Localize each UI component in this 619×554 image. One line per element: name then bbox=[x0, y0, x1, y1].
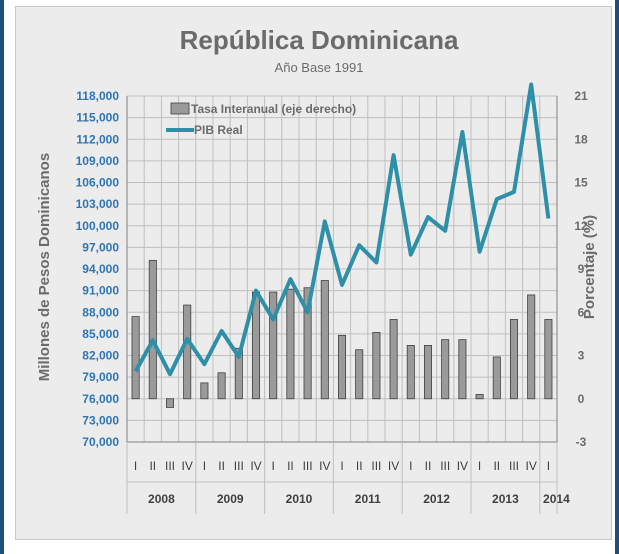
left-tick-label: 112,000 bbox=[76, 132, 119, 146]
quarter-label: IV bbox=[526, 459, 537, 473]
quarter-label: I bbox=[272, 459, 275, 473]
quarter-label: III bbox=[509, 459, 519, 473]
bar bbox=[303, 287, 312, 400]
left-tick-label: 85,000 bbox=[82, 327, 119, 341]
axes bbox=[126, 96, 558, 443]
left-tick-label: 103,000 bbox=[76, 197, 120, 211]
year-label: 2012 bbox=[423, 492, 450, 506]
bar bbox=[355, 349, 364, 400]
chart-subtitle: Año Base 1991 bbox=[275, 60, 364, 75]
quarter-label: IV bbox=[388, 459, 399, 473]
year-label: 2010 bbox=[286, 492, 313, 506]
bar bbox=[148, 259, 157, 400]
quarter-label: II bbox=[493, 459, 500, 473]
bar bbox=[217, 372, 226, 400]
right-axis-label: Porcentaje (%) bbox=[581, 215, 598, 319]
chart-svg: República Dominicana Año Base 1991 118,0… bbox=[36, 25, 598, 514]
left-tick-label: 115,000 bbox=[76, 111, 119, 125]
quarter-label: II bbox=[218, 459, 225, 473]
left-tick-label: 70,000 bbox=[82, 435, 119, 449]
right-tick-label: 0 bbox=[578, 392, 585, 406]
left-tick-label: 76,000 bbox=[82, 392, 119, 406]
bar bbox=[200, 382, 209, 400]
left-tick-label: 79,000 bbox=[82, 370, 119, 384]
right-tick-label: 6 bbox=[578, 305, 585, 319]
left-tick-label: 109,000 bbox=[76, 154, 120, 168]
bar bbox=[269, 291, 278, 400]
year-label: 2008 bbox=[148, 492, 175, 506]
chart-panel: República Dominicana Año Base 1991 118,0… bbox=[15, 6, 612, 540]
left-axis-label: Millones de Pesos Dominicanos bbox=[36, 153, 53, 381]
bar bbox=[406, 345, 415, 400]
quarter-label: I bbox=[340, 459, 343, 473]
bar bbox=[544, 319, 553, 400]
quarter-label: I bbox=[203, 459, 206, 473]
quarter-label: II bbox=[287, 459, 294, 473]
bar bbox=[286, 288, 295, 400]
quarter-label: III bbox=[303, 459, 313, 473]
bar bbox=[337, 334, 347, 400]
left-tick-label: 73,000 bbox=[82, 413, 119, 427]
quarter-label: I bbox=[409, 459, 412, 473]
left-tick-label: 91,000 bbox=[82, 284, 119, 298]
quarter-label: IV bbox=[182, 459, 193, 473]
right-tick-label: 15 bbox=[574, 176, 588, 190]
right-tick-label: 18 bbox=[574, 132, 588, 146]
quarter-label: IV bbox=[250, 459, 261, 473]
quarter-label: IV bbox=[319, 459, 330, 473]
bar bbox=[492, 356, 501, 400]
right-tick-label: 21 bbox=[574, 89, 588, 103]
quarter-label: II bbox=[149, 459, 156, 473]
line-series bbox=[133, 82, 551, 377]
right-tick-label: -3 bbox=[576, 435, 587, 449]
bar bbox=[509, 319, 519, 400]
year-label: 2013 bbox=[492, 492, 519, 506]
right-tick-label: 12 bbox=[574, 219, 588, 233]
bar bbox=[423, 345, 433, 400]
left-tick-label: 100,000 bbox=[76, 219, 120, 233]
quarter-label: I bbox=[547, 459, 550, 473]
bar bbox=[475, 394, 484, 400]
bar-series bbox=[131, 259, 553, 408]
left-tick-label: 82,000 bbox=[82, 349, 119, 363]
left-tick-label: 106,000 bbox=[76, 176, 120, 190]
chart-title: República Dominicana bbox=[180, 25, 459, 55]
bar bbox=[234, 347, 243, 400]
right-tick-label: 3 bbox=[578, 349, 585, 363]
quarter-label: II bbox=[425, 459, 432, 473]
bar bbox=[183, 304, 192, 400]
left-axis-ticks: 118,000 115,000 112,000 109,000 106,000 103,0… bbox=[76, 89, 120, 449]
bar bbox=[389, 319, 398, 400]
quarter-label: IV bbox=[457, 459, 468, 473]
quarter-label: III bbox=[165, 459, 175, 473]
legend-bar-label: Tasa Interanual (eje derecho) bbox=[191, 102, 356, 116]
quarter-label: III bbox=[234, 459, 244, 473]
bar bbox=[165, 398, 175, 408]
bar bbox=[131, 316, 140, 400]
bar bbox=[458, 339, 467, 400]
bar bbox=[372, 332, 381, 400]
year-label: 2011 bbox=[355, 492, 381, 506]
quarter-label: III bbox=[440, 459, 450, 473]
left-tick-label: 88,000 bbox=[82, 305, 119, 319]
left-tick-label: 97,000 bbox=[82, 240, 119, 254]
year-label: 2009 bbox=[217, 492, 244, 506]
pib-real-line bbox=[133, 82, 551, 377]
bar bbox=[441, 339, 450, 400]
bar bbox=[527, 294, 536, 400]
quarter-label: I bbox=[478, 459, 481, 473]
legend-bar-swatch bbox=[170, 102, 190, 115]
x-axis-ticks: I II III IV I II III IV I II III IV I II III IV I II III IV… bbox=[126, 442, 570, 514]
right-tick-label: 9 bbox=[578, 262, 585, 276]
quarter-label: I bbox=[134, 459, 137, 473]
right-axis-ticks: 21 18 15 12 9 6 3 0 -3 bbox=[574, 89, 588, 449]
legend: Tasa Interanual (eje derecho) PIB Real bbox=[166, 102, 356, 137]
bar bbox=[320, 280, 329, 400]
legend-line-label: PIB Real bbox=[194, 123, 243, 137]
quarter-label: III bbox=[371, 459, 381, 473]
left-tick-label: 94,000 bbox=[82, 262, 119, 276]
quarter-label: II bbox=[356, 459, 363, 473]
left-tick-label: 118,000 bbox=[76, 89, 119, 103]
